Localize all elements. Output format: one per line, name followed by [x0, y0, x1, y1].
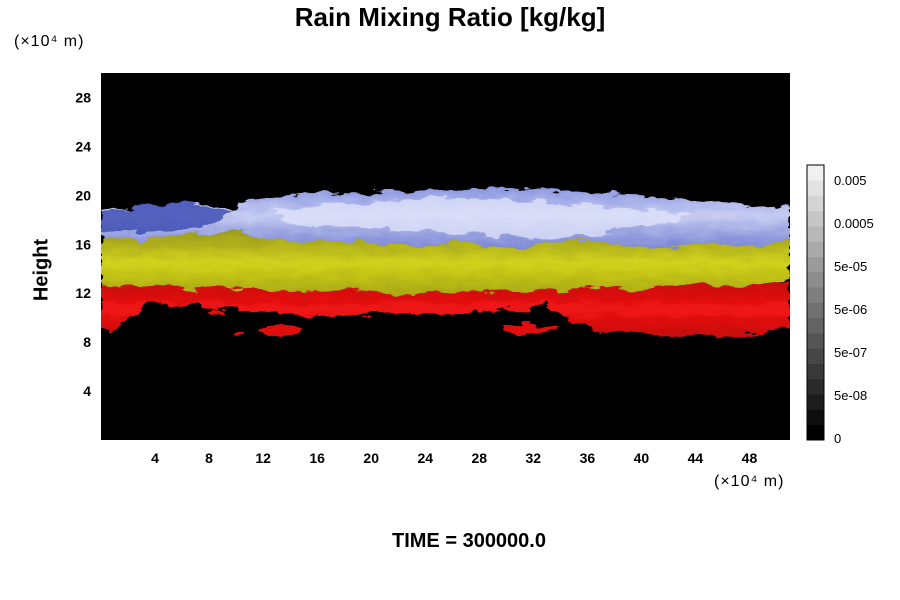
colorbar-swatch	[807, 424, 824, 441]
colorbar-swatch	[807, 348, 824, 364]
colorbar: 0.005 0.0005 5e-05 5e-06 5e-07 5e-08 0	[806, 164, 874, 446]
x-tick-label: 4	[151, 450, 159, 466]
y-tick-label: 16	[75, 236, 91, 252]
colorbar-swatch	[807, 180, 824, 196]
colorbar-tick-label: 5e-07	[834, 345, 867, 360]
y-tick-label: 12	[75, 285, 91, 301]
x-tick-label: 16	[309, 450, 325, 466]
colorbar-swatch	[807, 394, 824, 410]
colorbar-swatch	[807, 165, 824, 181]
x-tick-label: 36	[580, 450, 596, 466]
colorbar-frame	[806, 164, 825, 441]
red-patch	[504, 324, 556, 334]
colorbar-swatch	[807, 195, 824, 212]
colorbar-tick-label: 5e-08	[834, 388, 867, 403]
x-axis-ticks: 4 8 12 16 20 24 28 32 36 40 44 48	[151, 450, 757, 466]
y-tick-label: 4	[83, 383, 91, 399]
colorbar-swatch	[807, 378, 824, 395]
red-patch	[258, 326, 302, 336]
x-tick-label: 32	[526, 450, 542, 466]
colorbar-swatch	[807, 287, 824, 303]
red-patch	[210, 309, 226, 315]
x-tick-label: 24	[417, 450, 433, 466]
colorbar-swatch	[807, 210, 824, 227]
chart-title: Rain Mixing Ratio [kg/kg]	[294, 2, 606, 32]
x-tick-label: 44	[688, 450, 704, 466]
x-axis-unit: (×10⁴ m)	[714, 473, 785, 490]
x-tick-label: 48	[742, 450, 758, 466]
colorbar-swatch	[807, 302, 824, 319]
colorbar-tick-label: 5e-05	[834, 259, 867, 274]
colorbar-swatch	[807, 271, 824, 288]
x-tick-label: 8	[205, 450, 213, 466]
y-tick-label: 28	[75, 89, 91, 105]
colorbar-swatch	[807, 256, 824, 273]
colorbar-swatch	[807, 409, 824, 426]
field-layers	[101, 188, 790, 338]
red-band	[101, 280, 790, 338]
y-axis-unit: (×10⁴ m)	[14, 33, 85, 50]
x-tick-label: 20	[363, 450, 379, 466]
y-tick-label: 24	[75, 138, 91, 154]
colorbar-tick-label: 0.005	[834, 173, 867, 188]
colorbar-swatch	[807, 363, 824, 380]
red-patch	[236, 330, 244, 336]
x-tick-label: 28	[471, 450, 487, 466]
yellow-band	[101, 232, 790, 294]
colorbar-tick-label: 0.0005	[834, 216, 874, 231]
colorbar-swatch	[807, 241, 824, 257]
time-label: TIME = 300000.0	[392, 530, 546, 552]
y-axis-ticks: 4 8 12 16 20 24 28	[75, 89, 91, 399]
y-tick-label: 20	[75, 187, 91, 203]
x-tick-label: 40	[634, 450, 650, 466]
colorbar-swatch	[807, 226, 824, 242]
white-core	[270, 198, 690, 238]
colorbar-swatch	[807, 333, 824, 349]
colorbar-tick-label: 0	[834, 431, 841, 446]
dark-blue-patch	[101, 204, 230, 232]
y-tick-label: 8	[83, 334, 91, 350]
x-tick-label: 12	[255, 450, 271, 466]
colorbar-swatch	[807, 317, 824, 334]
colorbar-tick-label: 5e-06	[834, 302, 867, 317]
